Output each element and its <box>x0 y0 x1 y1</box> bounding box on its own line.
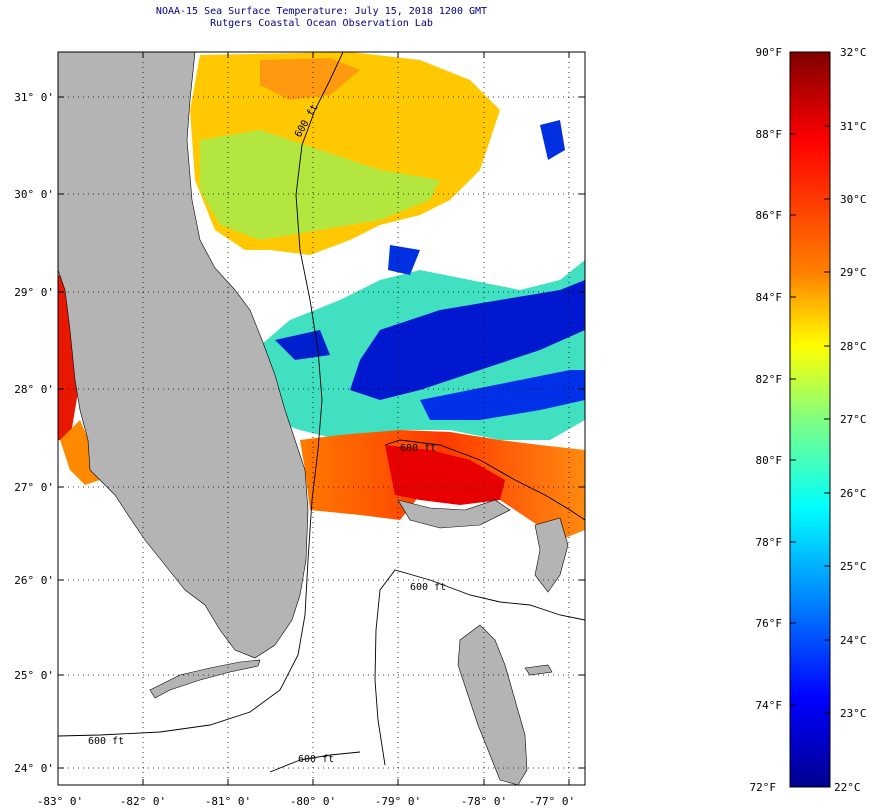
lat-label: 27° 0' <box>14 481 54 494</box>
colorbar-label-f: 88°F <box>756 128 783 141</box>
abaco-island <box>534 517 569 593</box>
sst-blue-streak-mid <box>420 370 585 420</box>
colorbar-label-f: 78°F <box>756 536 783 549</box>
colorbar-label-f: 84°F <box>756 291 783 304</box>
lat-label: 30° 0' <box>14 188 54 201</box>
isobath-straits <box>374 569 585 766</box>
florida-keys <box>149 659 261 699</box>
colorbar-label-c: 32°C <box>840 46 867 59</box>
colorbar-label-f: 72°F <box>750 781 777 794</box>
sst-red-core <box>385 445 505 505</box>
map-title: NOAA-15 Sea Surface Temperature: July 15… <box>155 6 488 17</box>
contour-label: 600 ft <box>400 443 436 454</box>
colorbar-label-c: 29°C <box>840 266 867 279</box>
colorbar-ticks <box>790 125 830 714</box>
lon-label: -79° 0' <box>375 795 421 808</box>
map-subtitle: Rutgers Coastal Ocean Observation Lab <box>210 18 433 29</box>
lon-label: -81° 0' <box>205 795 251 808</box>
lon-label: -80° 0' <box>290 795 336 808</box>
colorbar-label-c: 23°C <box>840 707 867 720</box>
sst-blue-patch-nw <box>540 120 565 160</box>
lat-label: 29° 0' <box>14 286 54 299</box>
lat-label: 26° 0' <box>14 574 54 587</box>
lat-lon-grid <box>58 52 585 785</box>
colorbar-label-f: 90°F <box>756 46 783 59</box>
grand-bahama <box>397 499 511 529</box>
isobath-keys <box>269 751 361 773</box>
colorbar-label-f: 76°F <box>756 617 783 630</box>
map-area <box>58 52 585 785</box>
colorbar-label-f: 74°F <box>756 699 783 712</box>
colorbar-label-c: 31°C <box>840 120 867 133</box>
colorbar-label-c: 24°C <box>840 634 867 647</box>
small-cays <box>524 664 553 676</box>
sst-north-green <box>200 130 440 240</box>
isobath-bahama-bank <box>384 439 585 521</box>
colorbar <box>789 51 831 788</box>
andros-island <box>457 624 528 785</box>
lon-label: -83° 0' <box>37 795 83 808</box>
sst-blue-patch-nw2 <box>388 245 420 275</box>
colorbar-label-c: 22°C <box>834 781 861 794</box>
colorbar-label-c: 26°C <box>840 487 867 500</box>
lon-label: -77° 0' <box>529 795 575 808</box>
lon-label: -82° 0' <box>120 795 166 808</box>
lat-label: 25° 0' <box>14 669 54 682</box>
axis-ticks <box>58 52 585 785</box>
colorbar-label-c: 27°C <box>840 413 867 426</box>
colorbar-label-f: 82°F <box>756 373 783 386</box>
colorbar-label-f: 86°F <box>756 209 783 222</box>
contour-label: 600 ft <box>298 754 334 765</box>
lat-label: 31° 0' <box>14 91 54 104</box>
map-frame <box>57 51 586 786</box>
colorbar-label-c: 28°C <box>840 340 867 353</box>
florida-land <box>58 52 309 659</box>
sst-blue-streak-north <box>350 280 585 400</box>
lat-label: 28° 0' <box>14 383 54 396</box>
contour-label: 600 ft <box>88 736 124 747</box>
lat-label: 24° 0' <box>14 762 54 775</box>
lon-label: -78° 0' <box>461 795 507 808</box>
isobath-florida-east <box>58 52 344 737</box>
colorbar-label-c: 30°C <box>840 193 867 206</box>
contour-label: 600 ft <box>410 582 446 593</box>
colorbar-label-c: 25°C <box>840 560 867 573</box>
colorbar-label-f: 80°F <box>756 454 783 467</box>
